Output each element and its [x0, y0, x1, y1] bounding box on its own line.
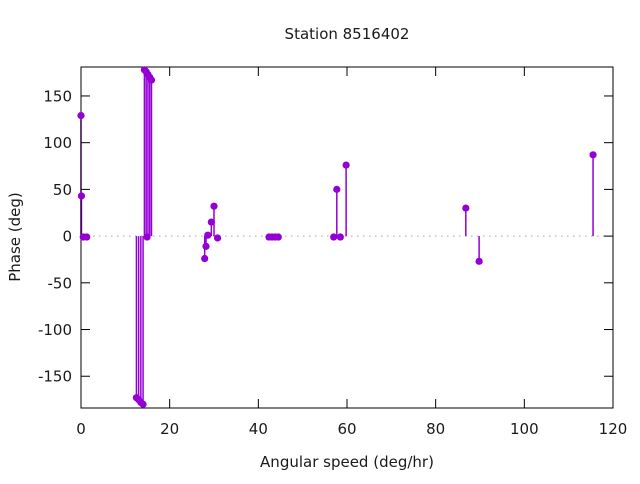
- data-point: [147, 76, 156, 84]
- chart-title: Station 8516402: [285, 25, 410, 43]
- data-point: [204, 231, 212, 239]
- x-axis-label: Angular speed (deg/hr): [260, 453, 434, 471]
- data-point: [210, 202, 218, 210]
- y-axis-label: Phase (deg): [6, 192, 24, 282]
- data-point: [475, 257, 483, 265]
- y-tick-label: 0: [62, 228, 72, 246]
- data-point: [202, 242, 210, 250]
- data-point: [330, 233, 338, 241]
- tick-labels: 0 20 40 60 80 100 120 -150 -100 -50 0 50 100 150: [38, 87, 627, 438]
- x-tick-label: 60: [337, 420, 356, 438]
- data-point: [462, 204, 470, 212]
- axes: [80, 66, 614, 409]
- y-tick-label: -100: [38, 321, 72, 339]
- y-tick-label: 100: [43, 134, 72, 152]
- y-tick-label: -150: [38, 368, 72, 386]
- data-point: [201, 254, 209, 263]
- data-points: [77, 66, 597, 408]
- data-point: [207, 218, 215, 226]
- data-point: [77, 111, 85, 120]
- y-tick-label: 50: [53, 181, 72, 199]
- data-point: [333, 185, 341, 193]
- data-point: [342, 161, 350, 169]
- data-point: [274, 233, 282, 241]
- x-tick-label: 120: [599, 420, 628, 438]
- y-tick-label: -50: [48, 274, 73, 292]
- y-tick-label: 150: [43, 87, 72, 105]
- data-point: [589, 151, 597, 159]
- data-point: [139, 400, 147, 408]
- data-point: [336, 233, 344, 241]
- plot-border: [80, 66, 614, 409]
- data-point: [143, 233, 151, 241]
- x-tick-label: 80: [426, 420, 445, 438]
- data-point: [77, 192, 86, 200]
- x-tick-label: 100: [510, 420, 539, 438]
- x-tick-label: 40: [249, 420, 268, 438]
- x-tick-label: 0: [76, 420, 86, 438]
- x-tick-label: 20: [160, 420, 179, 438]
- data-point: [83, 233, 91, 241]
- data-point: [213, 234, 222, 242]
